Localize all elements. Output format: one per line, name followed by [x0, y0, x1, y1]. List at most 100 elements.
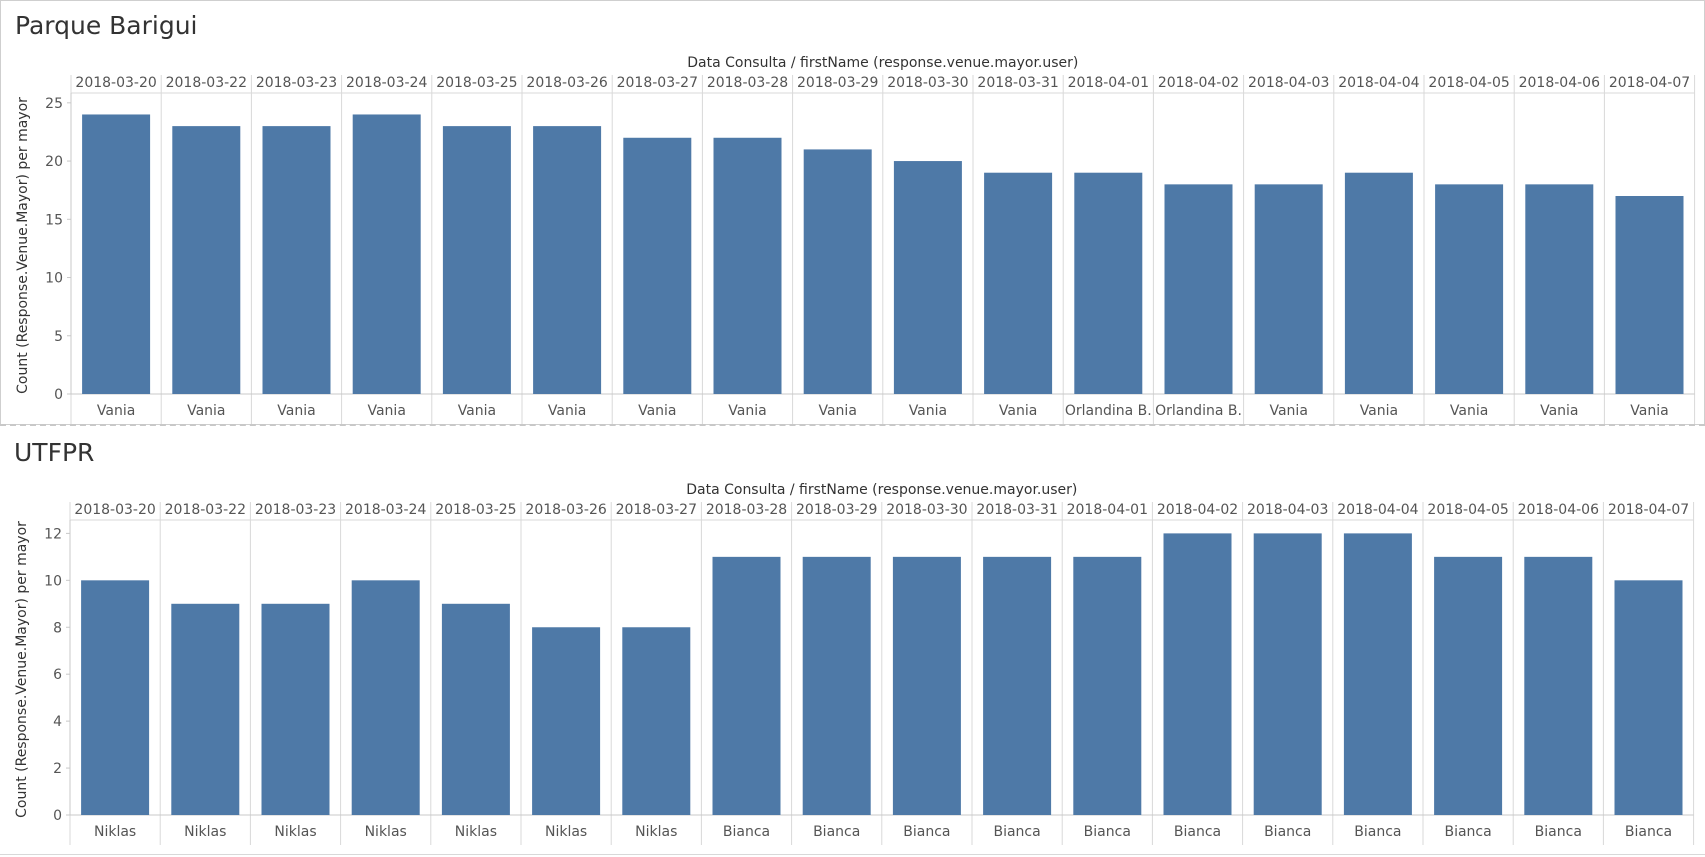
- x-subcategory-label: Vania: [548, 403, 586, 419]
- y-tick-label: 15: [45, 212, 63, 228]
- x-category-label: 2018-04-02: [1158, 75, 1239, 91]
- x-category-label: 2018-04-04: [1337, 502, 1418, 518]
- x-subcategory-label: Bianca: [903, 824, 950, 840]
- x-category-label: 2018-04-06: [1519, 75, 1600, 91]
- chart-panel-parque-barigui: Parque Barigui Data Consulta / firstName…: [0, 0, 1705, 425]
- bar: [1254, 184, 1323, 394]
- x-subcategory-label: Vania: [187, 403, 225, 419]
- x-subcategory-label: Niklas: [545, 824, 587, 840]
- x-subcategory-label: Niklas: [455, 824, 497, 840]
- x-subcategory-label: Vania: [1540, 403, 1578, 419]
- header-label: Data Consulta / firstName (response.venu…: [686, 482, 1077, 498]
- bar: [713, 137, 782, 394]
- x-category-label: 2018-04-07: [1609, 75, 1690, 91]
- x-subcategory-label: Vania: [367, 403, 405, 419]
- y-axis-label: Count (Response.Venue.Mayor) per mayor: [15, 97, 31, 394]
- y-tick-label: 25: [45, 96, 63, 112]
- bottom-divider: [0, 854, 1705, 855]
- x-subcategory-label: Vania: [638, 403, 676, 419]
- x-category-label: 2018-03-29: [797, 75, 878, 91]
- bar: [1073, 556, 1142, 815]
- y-tick-label: 12: [44, 526, 62, 542]
- x-subcategory-label: Bianca: [1174, 824, 1221, 840]
- bar: [1434, 556, 1503, 815]
- x-subcategory-label: Vania: [1269, 403, 1307, 419]
- bar-chart: Data Consulta / firstName (response.venu…: [14, 482, 1695, 845]
- x-subcategory-label: Vania: [999, 403, 1037, 419]
- x-subcategory-label: Bianca: [1264, 824, 1311, 840]
- x-category-label: 2018-04-01: [1068, 75, 1149, 91]
- header-label: Data Consulta / firstName (response.venu…: [687, 55, 1078, 71]
- x-subcategory-label: Vania: [728, 403, 766, 419]
- x-subcategory-label: Bianca: [1084, 824, 1131, 840]
- bar: [1524, 556, 1593, 815]
- x-category-label: 2018-03-24: [346, 75, 427, 91]
- x-category-label: 2018-04-03: [1248, 75, 1329, 91]
- x-subcategory-label: Vania: [458, 403, 496, 419]
- x-category-label: 2018-03-30: [887, 75, 968, 91]
- bar: [892, 556, 961, 815]
- x-subcategory-label: Bianca: [1354, 824, 1401, 840]
- panel-divider: [0, 424, 1705, 426]
- x-subcategory-label: Vania: [97, 403, 135, 419]
- chart-title: Parque Barigui: [15, 11, 198, 40]
- x-subcategory-label: Orlandina B.: [1065, 403, 1152, 419]
- chart-panel-utfpr: UTFPR Data Consulta / firstName (respons…: [0, 428, 1705, 857]
- x-category-label: 2018-03-30: [886, 502, 967, 518]
- bar: [1253, 533, 1322, 815]
- bar: [1525, 184, 1594, 394]
- x-subcategory-label: Orlandina B.: [1155, 403, 1242, 419]
- bar: [983, 556, 1052, 815]
- y-axis-label: Count (Response.Venue.Mayor) per mayor: [14, 521, 30, 818]
- bar: [442, 126, 511, 394]
- x-category-label: 2018-03-27: [617, 75, 698, 91]
- x-category-label: 2018-03-29: [796, 502, 877, 518]
- bar: [172, 126, 241, 394]
- bar: [171, 603, 240, 815]
- bar: [1164, 184, 1233, 394]
- bar: [1343, 533, 1412, 815]
- bar: [984, 172, 1053, 394]
- x-category-label: 2018-04-07: [1608, 502, 1689, 518]
- bar: [622, 627, 691, 815]
- x-subcategory-label: Bianca: [813, 824, 860, 840]
- x-category-label: 2018-03-24: [345, 502, 426, 518]
- x-subcategory-label: Niklas: [184, 824, 226, 840]
- bar: [623, 137, 692, 394]
- bar: [1614, 580, 1683, 815]
- x-category-label: 2018-04-05: [1428, 75, 1509, 91]
- x-subcategory-label: Vania: [277, 403, 315, 419]
- x-subcategory-label: Niklas: [365, 824, 407, 840]
- bar: [803, 149, 872, 394]
- y-tick-label: 4: [53, 714, 62, 730]
- bar: [352, 114, 421, 395]
- x-category-label: 2018-03-23: [256, 75, 337, 91]
- y-tick-label: 5: [54, 329, 63, 345]
- x-subcategory-label: Bianca: [1444, 824, 1491, 840]
- x-category-label: 2018-03-27: [616, 502, 697, 518]
- x-category-label: 2018-03-25: [435, 502, 516, 518]
- y-tick-label: 10: [44, 573, 62, 589]
- x-category-label: 2018-03-31: [976, 502, 1057, 518]
- x-subcategory-label: Niklas: [94, 824, 136, 840]
- bar: [1163, 533, 1232, 815]
- bar: [262, 126, 331, 394]
- y-tick-label: 10: [45, 271, 63, 287]
- x-category-label: 2018-03-25: [436, 75, 517, 91]
- x-category-label: 2018-04-05: [1427, 502, 1508, 518]
- y-tick-label: 2: [53, 761, 62, 777]
- bar: [1615, 196, 1684, 394]
- bar: [712, 556, 781, 815]
- chart-title: UTFPR: [14, 438, 95, 467]
- x-category-label: 2018-04-06: [1518, 502, 1599, 518]
- x-category-label: 2018-03-28: [706, 502, 787, 518]
- bar-chart: Data Consulta / firstName (response.venu…: [15, 55, 1696, 424]
- x-subcategory-label: Vania: [1630, 403, 1668, 419]
- x-category-label: 2018-04-02: [1157, 502, 1238, 518]
- y-tick-label: 20: [45, 154, 63, 170]
- x-category-label: 2018-03-23: [255, 502, 336, 518]
- x-subcategory-label: Bianca: [1625, 824, 1672, 840]
- x-category-label: 2018-03-28: [707, 75, 788, 91]
- x-category-label: 2018-03-26: [525, 502, 606, 518]
- x-subcategory-label: Bianca: [993, 824, 1040, 840]
